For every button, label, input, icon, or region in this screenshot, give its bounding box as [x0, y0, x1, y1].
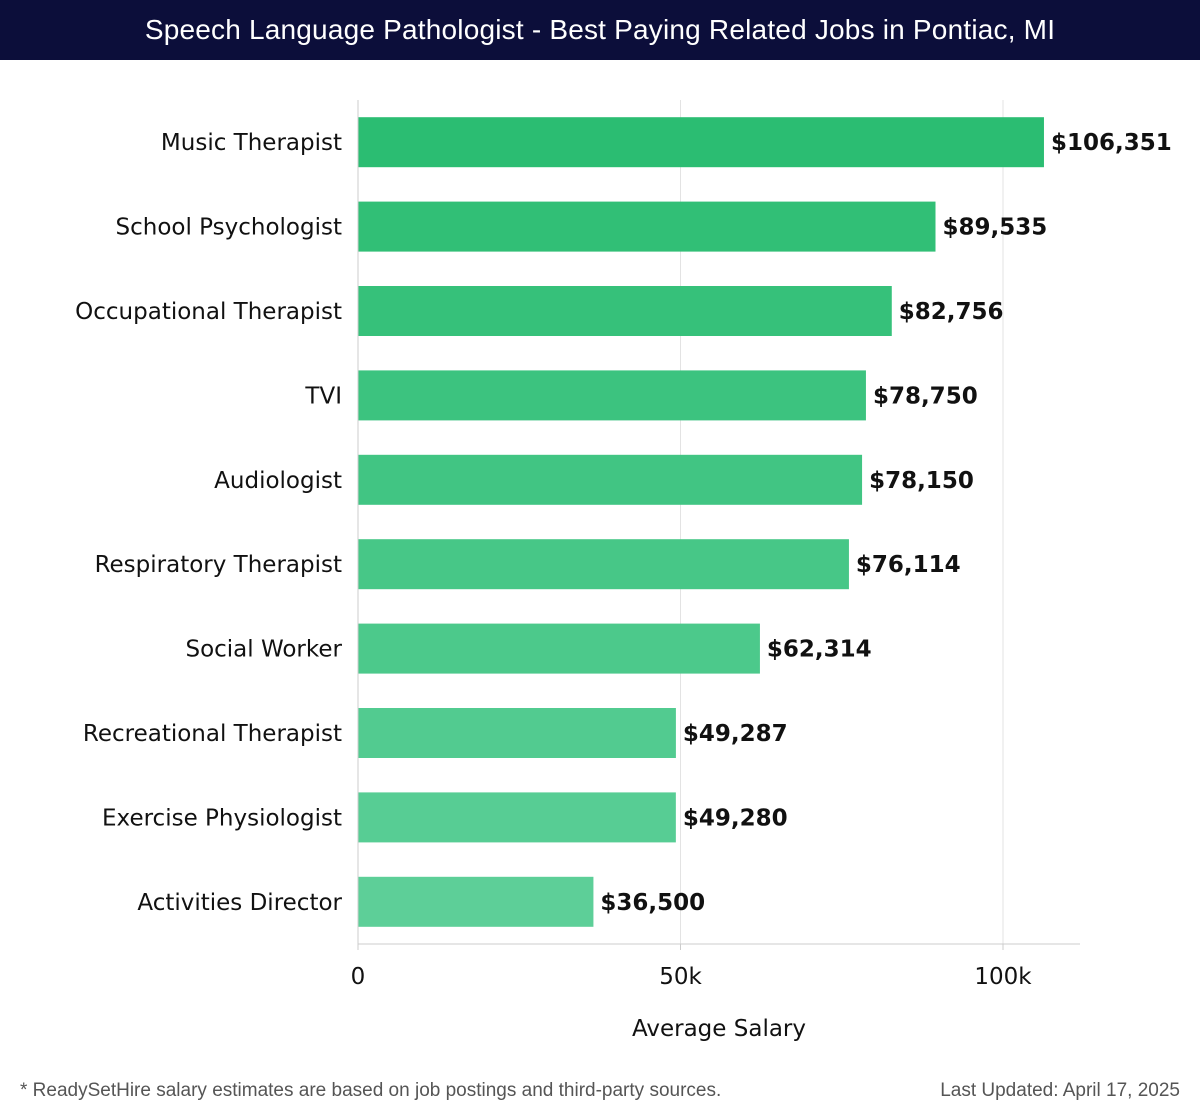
salary-bar-chart: Music Therapist $106,351 School Psychologi…: [75, 100, 1172, 1042]
bar: [358, 792, 676, 843]
category-label: Activities Director: [137, 890, 342, 916]
data-label: $76,114: [856, 552, 961, 578]
data-label: $36,500: [600, 890, 705, 916]
bar: [358, 708, 676, 758]
category-label: Exercise Physiologist: [102, 805, 342, 831]
data-label: $78,150: [869, 468, 974, 494]
data-label: $49,287: [683, 721, 788, 747]
bar: [358, 454, 863, 505]
category-label: Social Worker: [185, 637, 342, 663]
bar: [358, 286, 892, 336]
data-label: $106,351: [1051, 130, 1172, 156]
data-label: $49,280: [683, 805, 788, 831]
x-tick-label: 50k: [659, 964, 702, 990]
data-label: $62,314: [767, 637, 872, 663]
x-tick-label: 0: [351, 964, 366, 990]
category-label: School Psychologist: [116, 215, 342, 241]
data-label: $89,535: [943, 215, 1048, 241]
category-label: Music Therapist: [161, 130, 342, 156]
bar: [358, 623, 760, 674]
category-label: Recreational Therapist: [83, 721, 342, 747]
bar: [358, 539, 849, 590]
bar: [358, 370, 866, 421]
x-axis-title: Average Salary: [632, 1016, 806, 1042]
data-label: $78,750: [873, 383, 978, 409]
title-bar: Speech Language Pathologist - Best Payin…: [0, 0, 1200, 60]
category-label: Respiratory Therapist: [95, 552, 342, 578]
category-label: TVI: [304, 383, 342, 409]
bar: [358, 876, 594, 927]
chart-title: Speech Language Pathologist - Best Payin…: [144, 14, 1056, 45]
bar: [358, 117, 1044, 168]
x-tick-label: 100k: [974, 964, 1032, 990]
footnote: * ReadySetHire salary estimates are base…: [20, 1080, 722, 1101]
last-updated: Last Updated: April 17, 2025: [940, 1080, 1180, 1101]
bar: [358, 201, 936, 252]
data-label: $82,756: [899, 299, 1004, 325]
category-label: Occupational Therapist: [75, 299, 342, 325]
category-label: Audiologist: [214, 468, 342, 494]
